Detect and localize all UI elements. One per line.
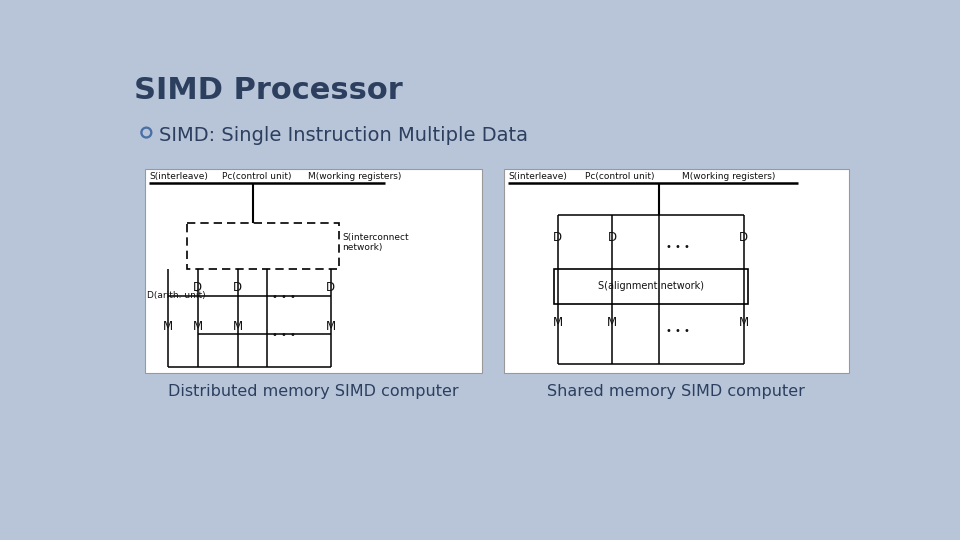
Text: SIMD Processor: SIMD Processor — [134, 76, 402, 105]
Text: M: M — [553, 316, 563, 329]
Text: D: D — [326, 281, 335, 294]
Text: • • •: • • • — [666, 326, 690, 336]
Text: • • •: • • • — [273, 292, 297, 301]
Text: M: M — [232, 320, 243, 333]
Text: M: M — [607, 316, 617, 329]
Text: Pc(control unit): Pc(control unit) — [223, 172, 292, 181]
Text: Shared memory SIMD computer: Shared memory SIMD computer — [547, 384, 805, 400]
Text: Pc(control unit): Pc(control unit) — [585, 172, 655, 181]
Text: S(alignment network): S(alignment network) — [598, 281, 704, 291]
Text: D: D — [553, 231, 563, 244]
Text: M: M — [739, 316, 749, 329]
Text: D: D — [608, 231, 616, 244]
Text: D: D — [193, 281, 202, 294]
Text: D(arith. unit): D(arith. unit) — [147, 291, 205, 300]
Circle shape — [143, 130, 150, 136]
Circle shape — [141, 127, 152, 138]
Text: S(interleave): S(interleave) — [508, 172, 567, 181]
Text: • • •: • • • — [666, 241, 690, 252]
Text: M(working registers): M(working registers) — [307, 172, 401, 181]
Text: S(interleave): S(interleave) — [150, 172, 208, 181]
FancyBboxPatch shape — [187, 222, 339, 269]
Text: D: D — [739, 231, 749, 244]
Text: M(working registers): M(working registers) — [682, 172, 776, 181]
Text: SIMD: Single Instruction Multiple Data: SIMD: Single Instruction Multiple Data — [158, 126, 528, 145]
Text: • • •: • • • — [273, 330, 297, 340]
FancyBboxPatch shape — [554, 269, 748, 303]
Text: Distributed memory SIMD computer: Distributed memory SIMD computer — [168, 384, 459, 400]
FancyBboxPatch shape — [504, 168, 849, 373]
Text: S(interconnect
network): S(interconnect network) — [343, 233, 409, 252]
FancyBboxPatch shape — [145, 168, 482, 373]
Text: M: M — [325, 320, 336, 333]
Text: M: M — [192, 320, 203, 333]
Text: D: D — [233, 281, 242, 294]
Text: M: M — [163, 320, 173, 333]
